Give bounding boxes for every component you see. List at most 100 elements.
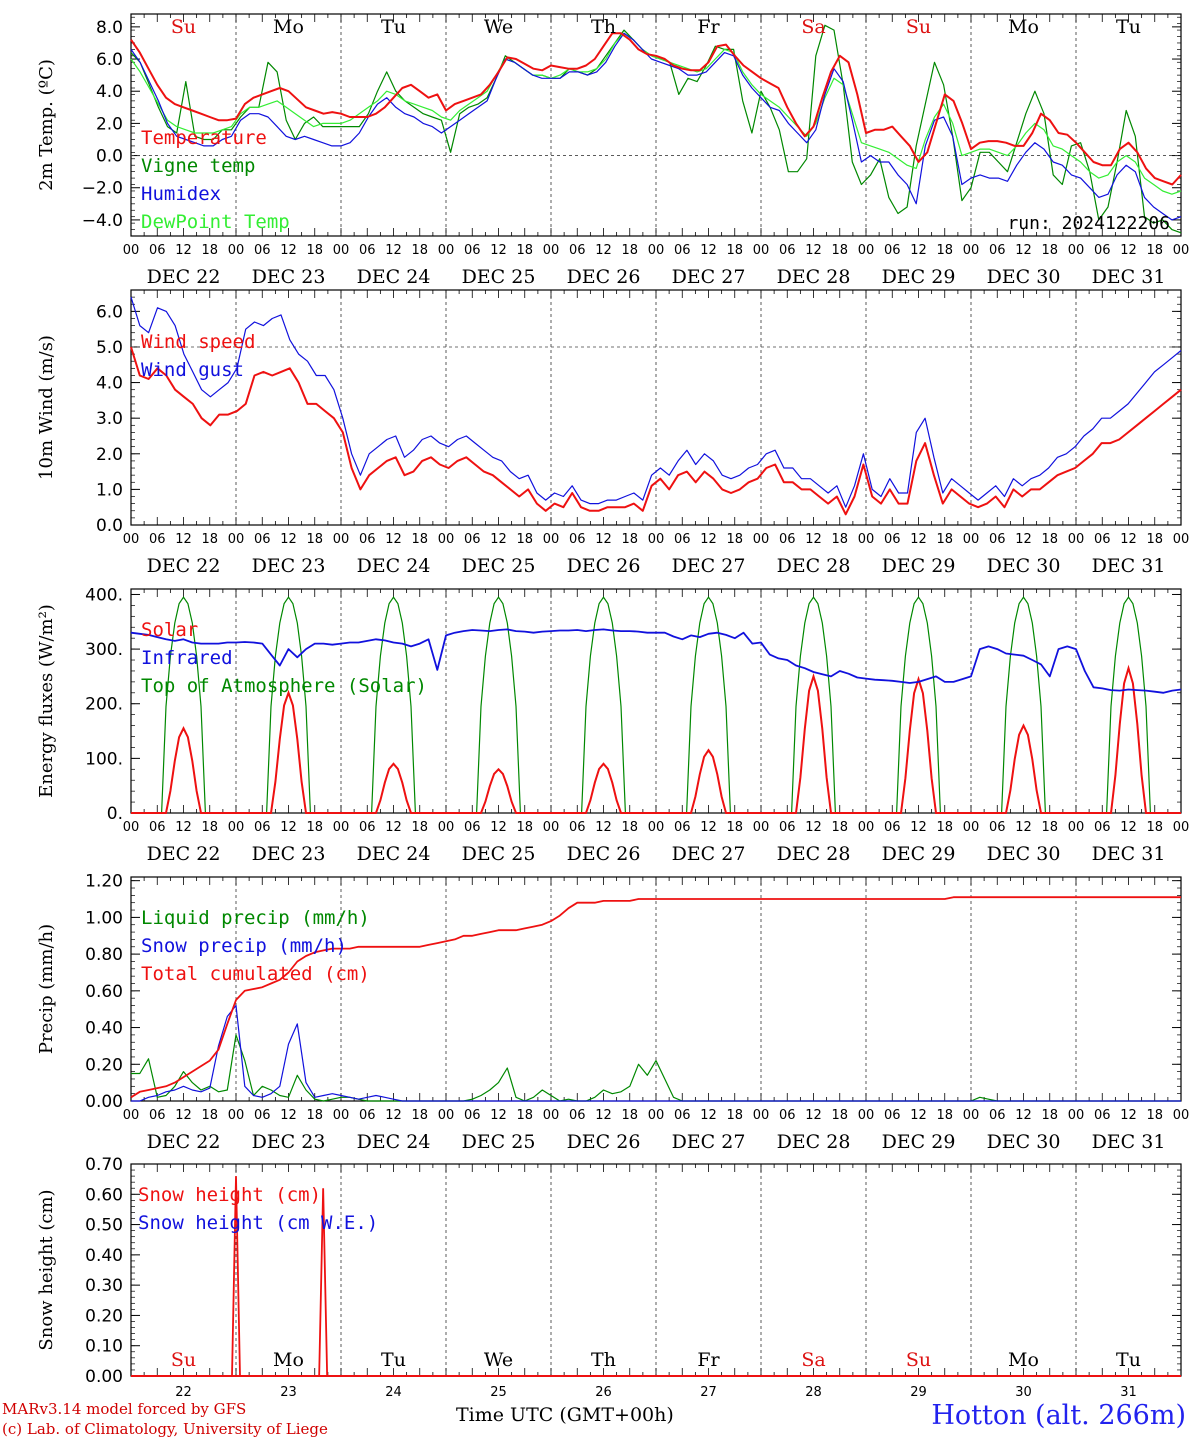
day-name: Mo (1008, 1349, 1039, 1371)
hour-tick-label: 06 (884, 532, 901, 547)
hour-tick-label: 18 (411, 532, 428, 547)
hour-tick-label: 00 (963, 243, 980, 258)
date-label: DEC 22 (147, 555, 221, 577)
date-label: DEC 24 (357, 555, 431, 577)
hour-tick-label: 06 (884, 1108, 901, 1123)
series-line (130, 32, 1182, 195)
day-name: Th (591, 16, 616, 38)
hour-tick-label: 06 (254, 243, 271, 258)
hour-tick-label: 12 (910, 1108, 927, 1123)
station-name: Hotton (alt. 266m) (931, 1400, 1186, 1431)
y-tick-label: 4.0 (96, 82, 123, 102)
hour-tick-label: 06 (674, 243, 691, 258)
hour-tick-label: 12 (490, 243, 507, 258)
y-tick-label: 1.20 (85, 872, 123, 892)
hour-tick-label: 12 (490, 1108, 507, 1123)
hour-tick-label: 00 (858, 532, 875, 547)
hour-tick-label: 06 (989, 243, 1006, 258)
panel-2: 6.0 5.0 4.0 3.0 2.0 1.0 0.0 10m Wind (m/s) Wind … (36, 289, 1189, 577)
hour-tick-label: 12 (805, 532, 822, 547)
hour-tick-label: 00 (123, 1108, 140, 1123)
hour-tick-label: 12 (805, 820, 822, 835)
hour-tick-label: 12 (385, 1108, 402, 1123)
date-label: DEC 22 (147, 266, 221, 288)
date-label: DEC 31 (1092, 843, 1166, 865)
series-line (130, 896, 1181, 1099)
date-label: DEC 31 (1092, 266, 1166, 288)
hour-tick-label: 00 (333, 1108, 350, 1123)
hour-tick-label: 00 (1173, 243, 1190, 258)
hour-tick-label: 18 (936, 243, 953, 258)
date-label: DEC 25 (462, 843, 536, 865)
day-name: Sa (801, 16, 825, 38)
date-label: DEC 29 (882, 555, 956, 577)
hour-tick-label: 18 (201, 532, 218, 547)
day-number-label: 26 (595, 1385, 612, 1400)
hour-tick-label: 12 (595, 820, 612, 835)
day-number-label: 28 (805, 1385, 822, 1400)
hour-tick-label: 06 (1094, 1108, 1111, 1123)
date-label: DEC 30 (987, 1131, 1061, 1153)
hour-tick-label: 06 (779, 1108, 796, 1123)
hour-tick-label: 06 (989, 1108, 1006, 1123)
hour-tick-label: 12 (595, 532, 612, 547)
day-name: Tu (1116, 1349, 1141, 1371)
day-name: Tu (381, 1349, 406, 1371)
y-tick-label: 2.0 (96, 114, 123, 134)
date-label: DEC 30 (987, 843, 1061, 865)
y-tick-label: 2.0 (96, 445, 123, 465)
hour-tick-label: 06 (149, 820, 166, 835)
hour-tick-label: 06 (359, 820, 376, 835)
y-tick-label: 200. (85, 695, 123, 715)
date-label: DEC 26 (567, 555, 641, 577)
panel-4: 1.20 1.00 0.80 0.60 0.40 0.20 0.00 Precip (mm/h… (36, 872, 1189, 1153)
hour-tick-label: 18 (1146, 532, 1163, 547)
run-label: run: 2024122206 (1007, 213, 1170, 234)
hour-tick-label: 12 (385, 243, 402, 258)
date-label: DEC 24 (357, 843, 431, 865)
hour-tick-label: 06 (359, 1108, 376, 1123)
day-name: Su (171, 16, 196, 38)
day-number-label: 31 (1120, 1385, 1137, 1400)
hour-tick-label: 12 (280, 820, 297, 835)
hour-tick-label: 12 (805, 243, 822, 258)
hour-tick-label: 00 (333, 243, 350, 258)
hour-tick-label: 06 (1094, 532, 1111, 547)
hour-tick-label: 06 (779, 820, 796, 835)
hour-tick-label: 18 (1041, 532, 1058, 547)
hour-tick-label: 18 (516, 532, 533, 547)
model-credit: MARv3.14 model forced by GFS (2, 1400, 247, 1418)
hour-tick-label: 06 (464, 532, 481, 547)
hour-tick-label: 18 (306, 243, 323, 258)
hour-tick-label: 12 (175, 1108, 192, 1123)
hour-tick-label: 12 (700, 820, 717, 835)
date-label: DEC 29 (882, 843, 956, 865)
date-label: DEC 23 (252, 266, 326, 288)
hour-tick-label: 18 (726, 820, 743, 835)
hour-tick-label: 18 (306, 820, 323, 835)
hour-tick-label: 18 (936, 1108, 953, 1123)
hour-tick-label: 12 (910, 243, 927, 258)
hour-tick-label: 00 (438, 820, 455, 835)
hour-tick-label: 00 (858, 243, 875, 258)
legend-entry: Humidex (141, 183, 221, 205)
legend-entry: Infrared (141, 647, 233, 669)
y-tick-label: 0.00 (85, 1092, 123, 1112)
y-tick-label: 0.50 (85, 1216, 123, 1236)
series-line (130, 32, 1182, 221)
hour-tick-label: 18 (1041, 820, 1058, 835)
y-tick-label: 0.70 (85, 1155, 123, 1175)
day-name: Fr (697, 16, 720, 38)
date-label: DEC 29 (882, 266, 956, 288)
hour-tick-label: 00 (438, 243, 455, 258)
day-name: Mo (273, 16, 304, 38)
hour-tick-label: 00 (963, 820, 980, 835)
hour-tick-label: 12 (385, 532, 402, 547)
y-tick-label: 400. (85, 585, 123, 605)
day-name: We (484, 16, 513, 38)
hour-tick-label: 00 (1068, 243, 1085, 258)
day-name: Th (591, 1349, 616, 1371)
hour-tick-label: 12 (175, 243, 192, 258)
hour-tick-label: 00 (228, 820, 245, 835)
hour-tick-label: 06 (359, 532, 376, 547)
